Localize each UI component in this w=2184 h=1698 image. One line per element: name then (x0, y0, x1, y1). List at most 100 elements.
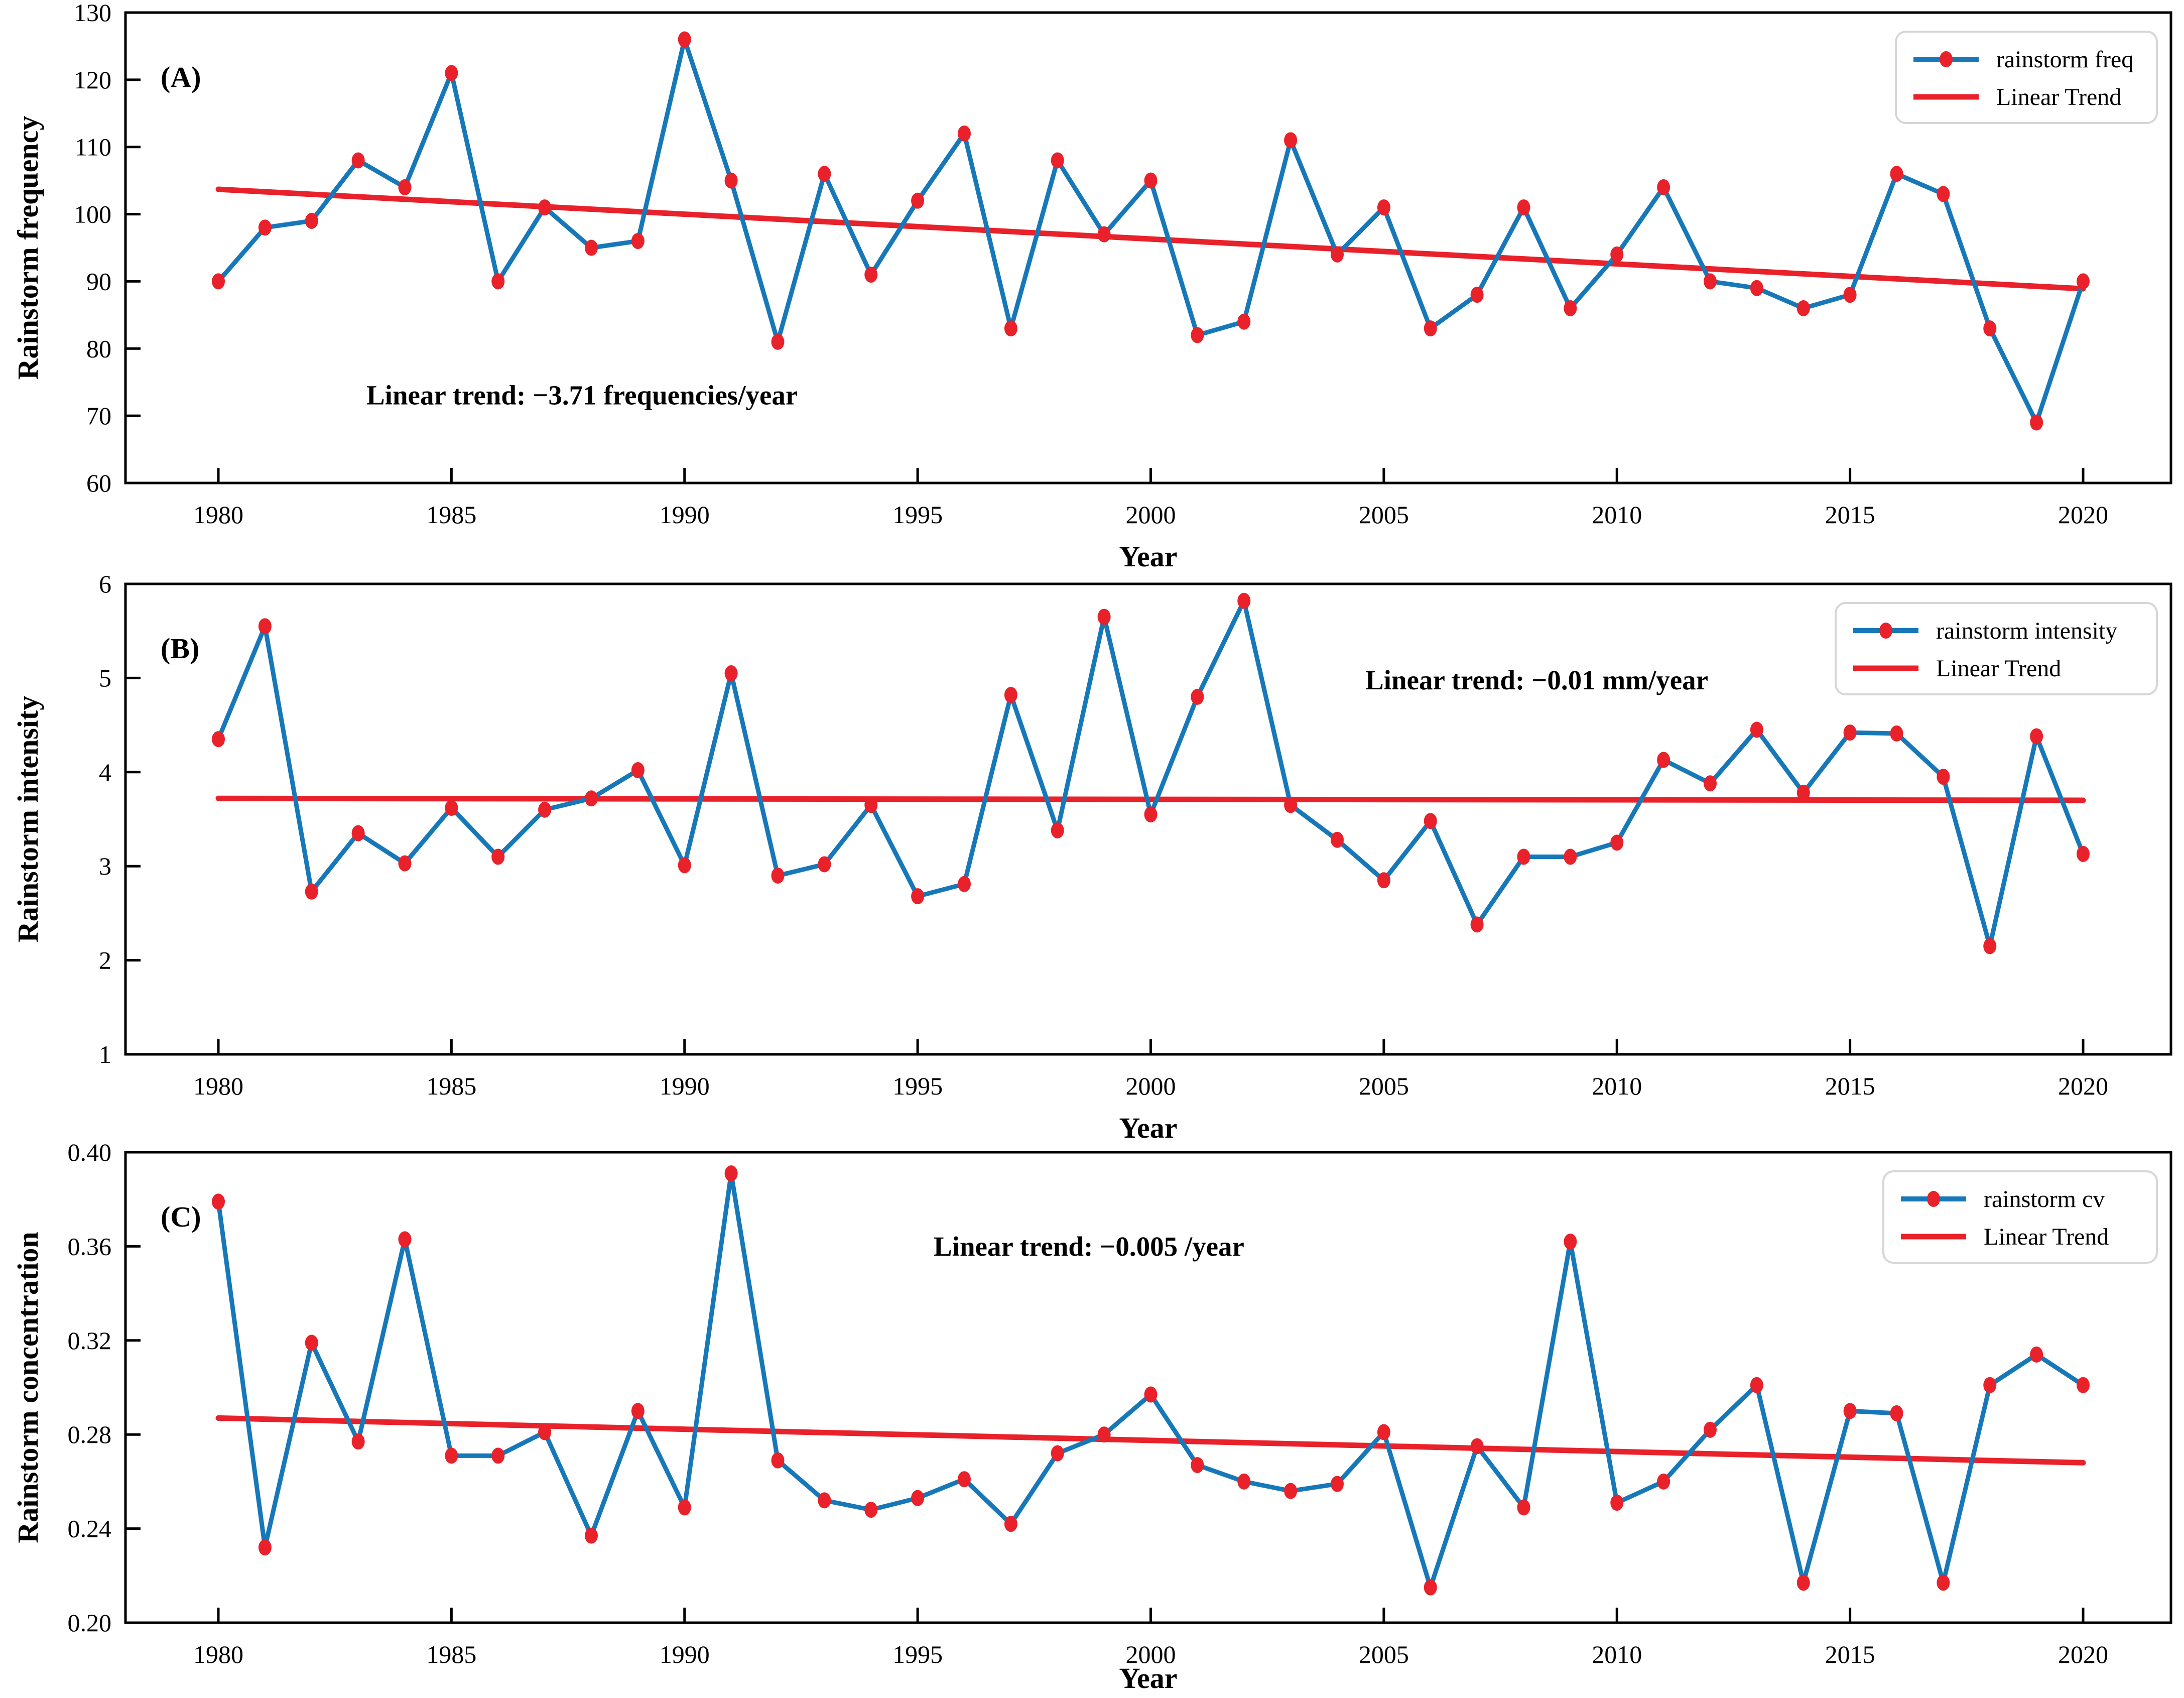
panel-letter: (C) (161, 1200, 201, 1233)
data-point-marker (958, 125, 971, 142)
data-point-marker (2030, 728, 2043, 745)
data-point-marker (818, 856, 831, 873)
y-tick-label: 6 (99, 570, 111, 598)
data-point-marker (1610, 246, 1624, 263)
data-point-marker (1144, 172, 1158, 189)
x-tick-label: 1995 (892, 1072, 943, 1100)
panel-letter: (B) (161, 632, 199, 665)
data-point-marker (1517, 1499, 1530, 1516)
y-tick-label: 70 (86, 402, 111, 430)
data-point-marker (1144, 1386, 1158, 1403)
data-point-marker (1796, 1574, 1810, 1591)
legend-box (1895, 31, 2158, 124)
data-point-marker (258, 219, 272, 236)
data-point-marker (1191, 688, 1204, 705)
legend: rainstorm freq Linear Trend (1895, 31, 2158, 124)
x-axis-title: Year (1119, 540, 1178, 573)
legend-sample-marker-icon (1927, 1191, 1940, 1207)
x-tick-label: 1980 (193, 501, 243, 529)
data-point-marker (864, 1502, 878, 1518)
data-point-marker (1470, 287, 1484, 303)
data-point-marker (1750, 280, 1763, 296)
data-point-marker (212, 273, 225, 290)
data-point-marker (1191, 327, 1204, 343)
data-point-marker (491, 848, 505, 865)
legend: rainstorm intensity Linear Trend (1835, 602, 2158, 695)
panel-A: 1980 1985 1990 1995 2000 2005 2010 2015 2020 60 70… (12, 0, 2172, 573)
x-tick-label: 1980 (193, 1072, 243, 1100)
data-point-marker (2030, 414, 2043, 431)
data-point-marker (958, 876, 971, 892)
data-point-marker (1983, 938, 1997, 954)
data-point-marker (1377, 872, 1390, 889)
data-point-marker (1704, 273, 1717, 290)
x-tick-label: 2015 (1825, 1072, 1875, 1100)
data-point-marker (1657, 1473, 1671, 1490)
y-axis-title: Rainstorm concentration (12, 1232, 44, 1543)
data-point-marker (1237, 592, 1251, 609)
data-point-marker (1004, 1516, 1017, 1532)
data-point-marker (491, 273, 505, 290)
panel-B: 1980 1985 1990 1995 2000 2005 2010 2015 2020 1 2 3 4… (12, 570, 2172, 1144)
x-tick-label: 1985 (426, 501, 476, 529)
data-point-marker (1796, 785, 1810, 801)
data-point-marker (585, 790, 598, 807)
x-tick-label: 2020 (2058, 1640, 2108, 1668)
data-point-marker (724, 665, 738, 682)
x-tick-label: 2010 (1592, 501, 1642, 529)
x-tick-label: 2005 (1359, 1072, 1409, 1100)
data-point-marker (1237, 1473, 1251, 1490)
data-point-marker (305, 883, 318, 900)
data-point-marker (1937, 186, 1950, 202)
data-point-marker (351, 825, 365, 841)
y-tick-label: 120 (74, 66, 111, 94)
data-point-marker (1750, 721, 1763, 738)
x-tick-label: 1990 (660, 501, 710, 529)
data-point-marker (445, 65, 458, 81)
x-tick-label: 2015 (1825, 501, 1875, 529)
y-tick-label: 2 (99, 946, 111, 975)
trend-annotation: Linear trend: −0.01 mm/year (1365, 665, 1708, 695)
data-point-marker (771, 333, 785, 350)
data-point-marker (1517, 848, 1530, 865)
data-point-marker (631, 233, 645, 250)
y-tick-label: 110 (75, 133, 111, 161)
data-point-marker (678, 1499, 691, 1516)
x-tick-label: 2000 (1126, 1072, 1176, 1100)
trend-line (215, 795, 2086, 803)
x-axis-title: Year (1119, 1662, 1178, 1694)
data-point-marker (398, 1231, 412, 1248)
data-point-marker (1890, 166, 1903, 182)
data-point-marker (1890, 1405, 1903, 1422)
data-point-marker (1004, 687, 1017, 703)
data-point-marker (445, 800, 458, 816)
y-tick-label: 0.28 (68, 1420, 112, 1448)
y-tick-label: 60 (86, 469, 111, 497)
data-point-marker (2030, 1346, 2043, 1363)
data-point-marker (1331, 831, 1344, 848)
data-point-marker (1937, 1574, 1950, 1591)
legend-box (1835, 602, 2158, 695)
data-point-marker (1377, 199, 1390, 216)
data-point-marker (398, 855, 412, 872)
y-tick-label: 5 (99, 664, 111, 692)
data-point-marker (538, 801, 552, 818)
legend-sample-marker-icon (1879, 623, 1892, 639)
legend-entry-label: Linear Trend (1996, 84, 2121, 110)
data-point-marker (1983, 1377, 1997, 1393)
data-point-marker (1843, 1403, 1857, 1419)
legend: rainstorm cv Linear Trend (1882, 1170, 2158, 1264)
data-point-marker (1796, 300, 1810, 316)
data-point-marker (1517, 199, 1530, 216)
data-point-marker (2077, 845, 2090, 862)
x-tick-label: 2005 (1359, 1640, 1409, 1668)
y-axis-title: Rainstorm frequency (12, 116, 44, 380)
x-tick-label: 2000 (1126, 1640, 1176, 1668)
data-point-marker (818, 1492, 831, 1509)
data-point-marker (1657, 752, 1671, 768)
x-tick-label: 1990 (660, 1072, 710, 1100)
data-point-marker (1144, 806, 1158, 823)
legend-box (1882, 1170, 2158, 1264)
data-point-marker (724, 172, 738, 189)
